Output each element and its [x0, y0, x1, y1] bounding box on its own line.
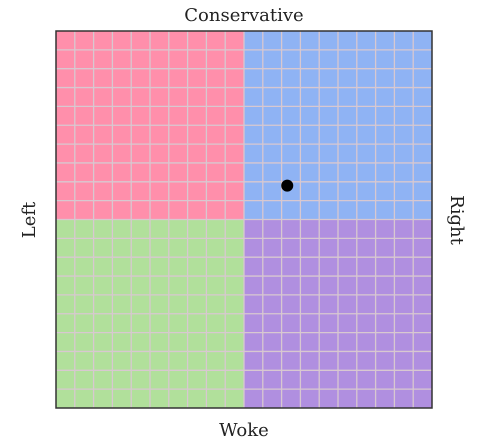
top-label: Conservative	[184, 5, 303, 26]
bottom-label: Woke	[219, 420, 269, 441]
plot-border	[55, 30, 433, 409]
point	[281, 179, 294, 192]
left-label: Left	[19, 201, 40, 238]
right-label: Right	[446, 195, 467, 245]
